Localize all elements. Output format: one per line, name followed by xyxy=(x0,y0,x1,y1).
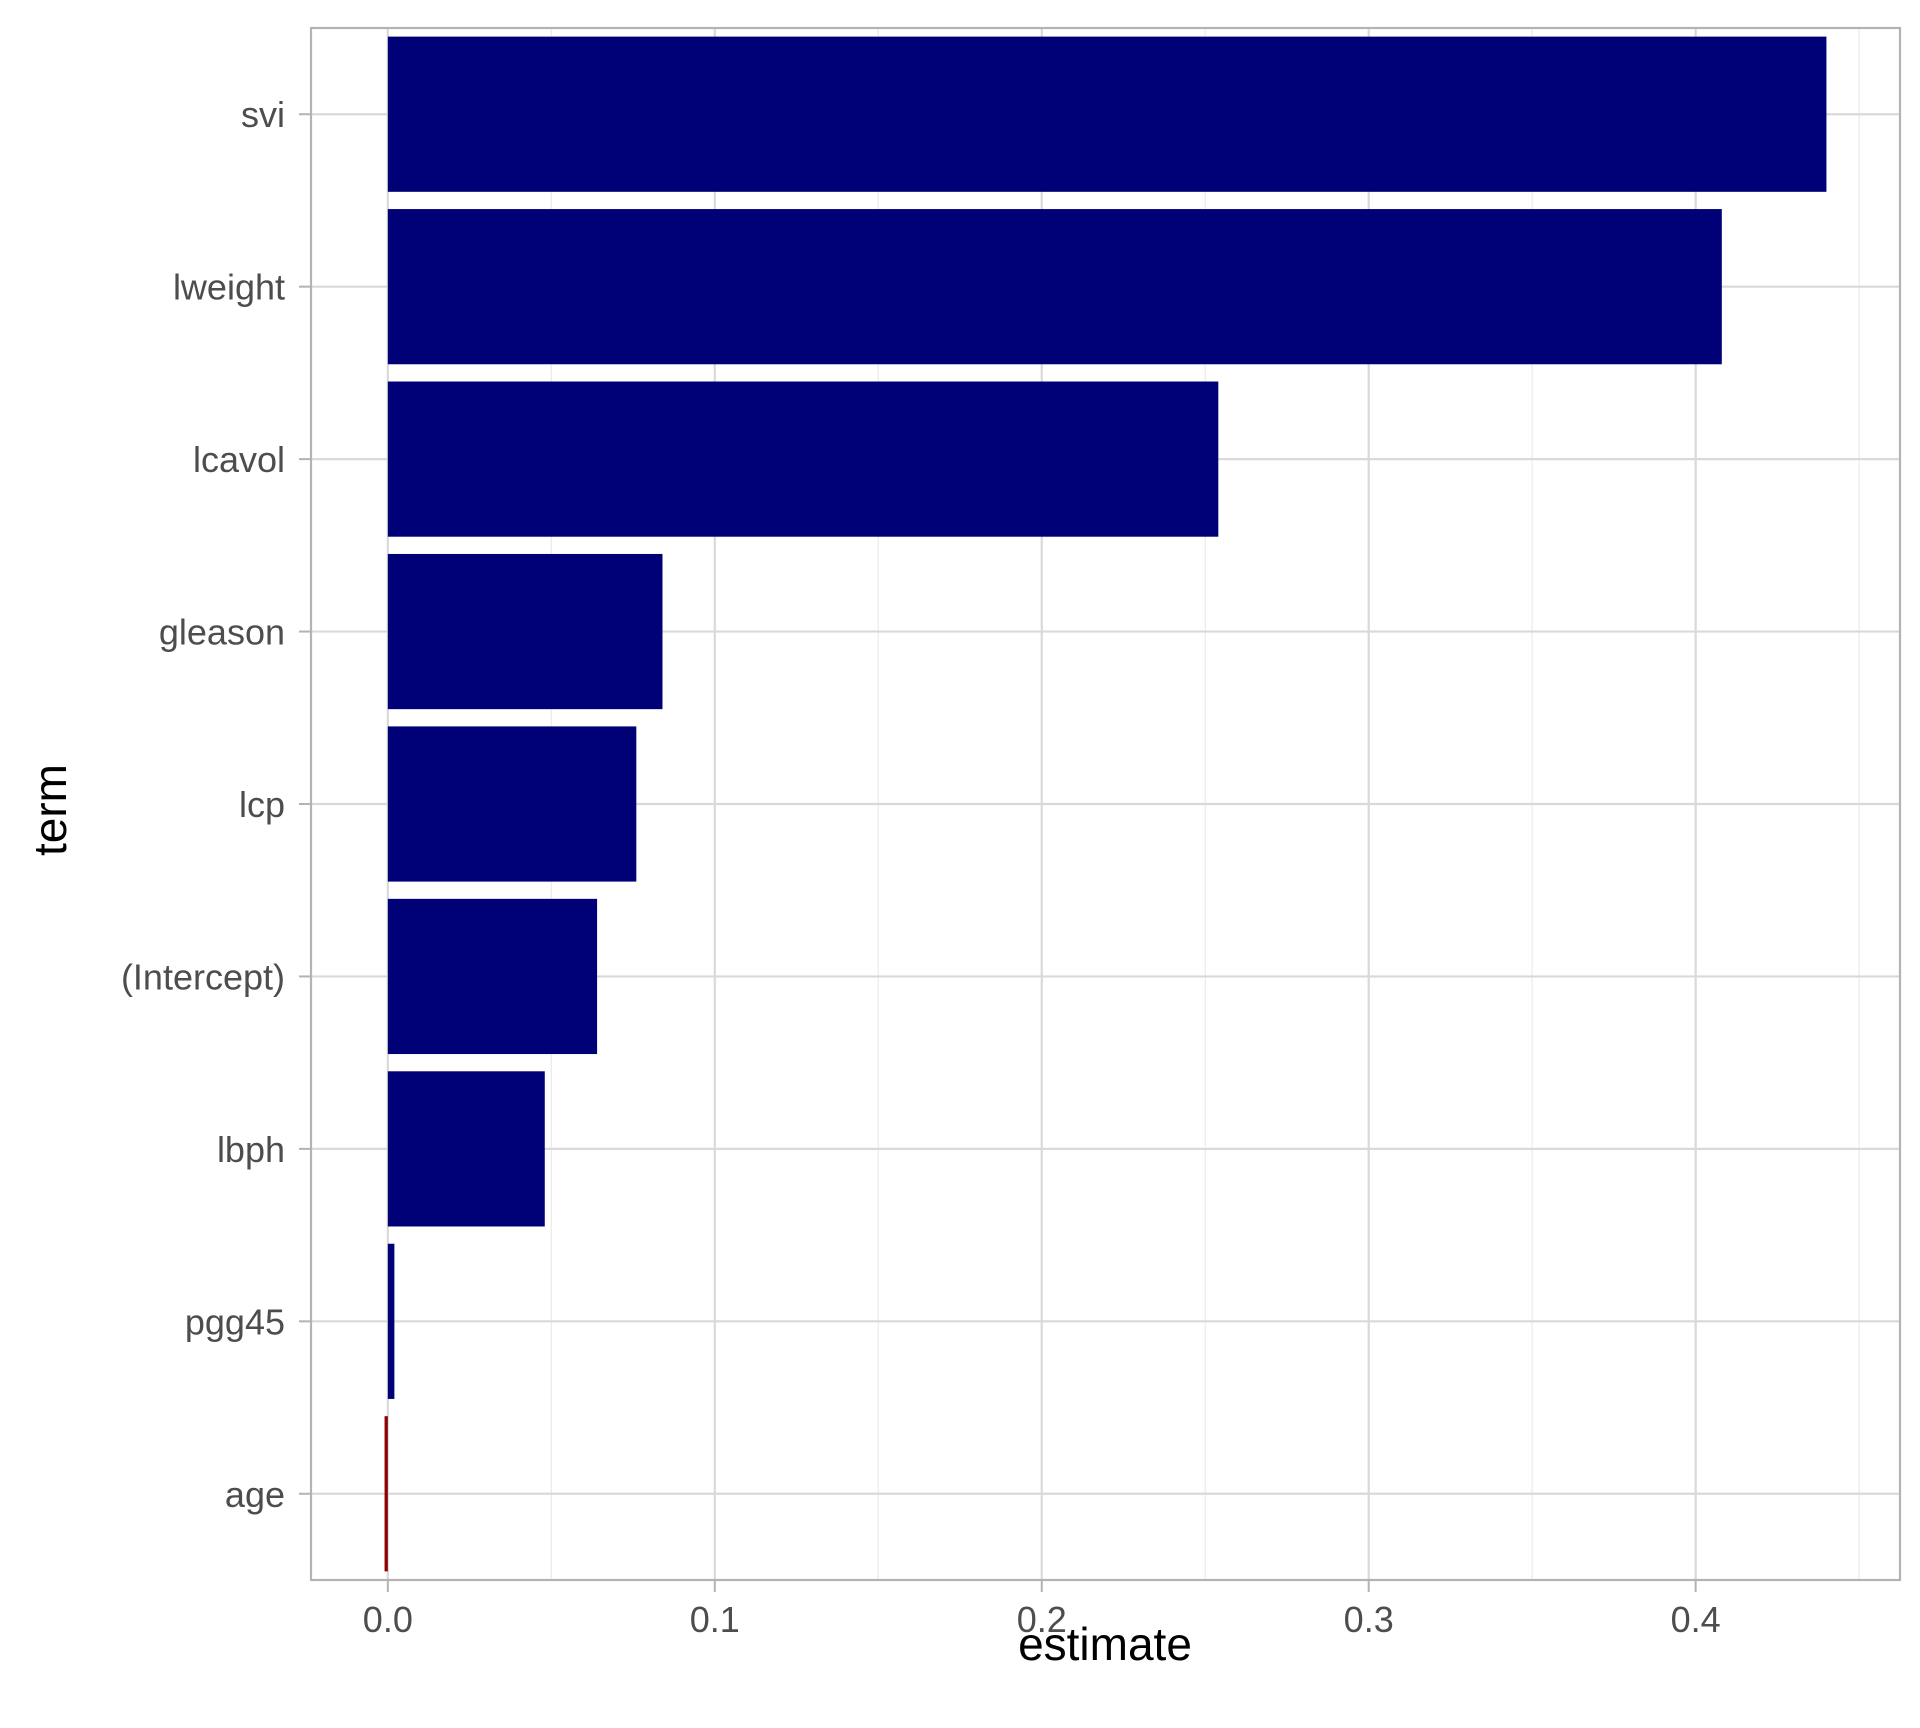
bar-intercept xyxy=(387,898,598,1055)
y-tick-label-1: lweight xyxy=(173,267,285,308)
x-tick-label-1: 0.1 xyxy=(690,1599,740,1640)
y-axis-title: term xyxy=(24,764,76,856)
y-tick-label-0: svi xyxy=(241,94,285,135)
bar-svi xyxy=(387,36,1827,192)
bar-lcavol xyxy=(387,381,1219,537)
tick-labels: 0.0 0.1 0.2 0.3 0.4 svi lweight lcavol gleason lc… xyxy=(121,94,1721,1640)
bar-age xyxy=(384,1416,388,1572)
x-tick-label-4: 0.4 xyxy=(1671,1599,1721,1640)
y-tick-label-5: (Intercept) xyxy=(121,956,285,997)
y-tick-label-4: lcp xyxy=(239,784,285,825)
bar-lbph xyxy=(387,1071,545,1227)
x-tick-label-2: 0.2 xyxy=(1017,1599,1067,1640)
axis-ticks xyxy=(299,113,1697,1592)
bars xyxy=(384,36,1827,1572)
bar-gleason xyxy=(387,553,663,710)
x-tick-label-0: 0.0 xyxy=(363,1599,413,1640)
bar-lweight xyxy=(387,209,1722,365)
bar-pgg45 xyxy=(387,1243,395,1399)
y-tick-label-2: lcavol xyxy=(193,439,285,480)
y-tick-label-3: gleason xyxy=(159,612,285,653)
x-tick-label-3: 0.3 xyxy=(1344,1599,1394,1640)
bar-lcp xyxy=(387,726,637,882)
y-tick-label-7: pgg45 xyxy=(185,1301,285,1342)
y-tick-label-6: lbph xyxy=(217,1129,285,1170)
y-tick-label-8: age xyxy=(225,1474,285,1515)
x-axis-title: estimate xyxy=(1018,1618,1192,1670)
